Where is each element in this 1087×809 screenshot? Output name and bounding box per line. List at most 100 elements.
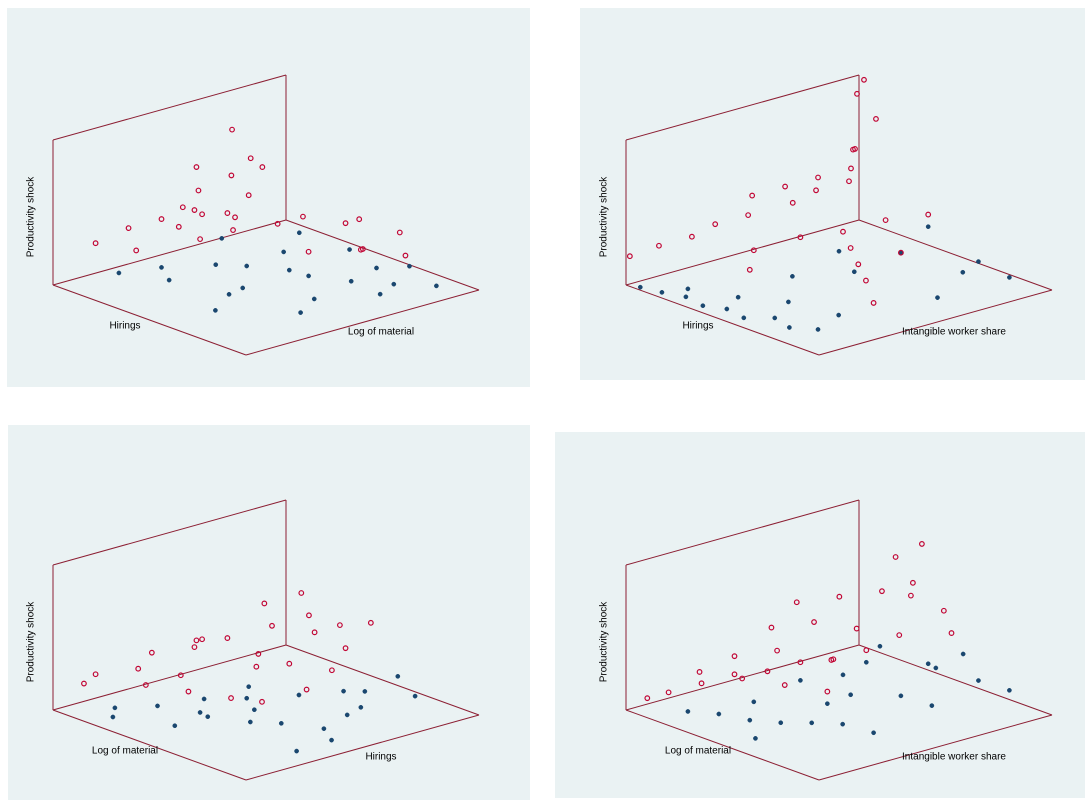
data-point — [786, 299, 791, 305]
data-point — [110, 714, 116, 720]
data-point — [228, 695, 234, 701]
data-point — [252, 707, 257, 713]
data-point — [764, 668, 771, 675]
data-point — [296, 692, 302, 698]
z-axis-label: Productivity shock — [599, 176, 610, 258]
frame-edge — [818, 289, 1053, 356]
data-point — [851, 269, 857, 275]
panel-background — [580, 8, 1085, 380]
data-point — [848, 165, 854, 172]
data-point — [846, 178, 852, 185]
data-point — [246, 684, 252, 690]
data-point — [753, 736, 758, 741]
data-point — [219, 236, 225, 241]
data-point — [908, 592, 914, 599]
data-point — [685, 286, 691, 292]
data-point — [166, 277, 172, 283]
data-point — [305, 248, 312, 255]
frame-edge — [245, 714, 480, 781]
data-point — [790, 273, 795, 279]
data-point — [224, 210, 231, 216]
data-point — [253, 663, 260, 670]
z-axis-label: Productivity shock — [599, 601, 610, 683]
data-point — [749, 192, 756, 199]
frame-edge — [625, 499, 860, 566]
data-point — [892, 554, 899, 560]
data-point — [768, 624, 775, 631]
frame-edge — [52, 709, 247, 781]
data-point — [191, 644, 198, 651]
data-point — [407, 263, 412, 269]
data-point — [772, 315, 778, 321]
data-point — [298, 310, 303, 315]
data-point — [172, 723, 178, 729]
frame-edge — [625, 219, 860, 286]
data-point — [793, 599, 800, 606]
panel-background — [7, 8, 530, 387]
frame-edge — [625, 284, 820, 356]
data-point — [244, 695, 250, 701]
data-point — [797, 234, 804, 241]
data-point — [116, 270, 122, 276]
data-point — [840, 721, 846, 727]
data-point — [925, 661, 931, 667]
point-series — [116, 230, 439, 315]
data-point — [356, 216, 363, 223]
frame-edge — [858, 219, 1053, 291]
data-point — [637, 284, 643, 290]
data-point — [840, 228, 846, 235]
frame-edge — [625, 709, 820, 781]
data-point — [712, 221, 719, 228]
data-point — [836, 312, 842, 318]
data-point — [281, 249, 286, 255]
data-point — [230, 227, 236, 233]
data-point — [175, 223, 182, 230]
data-point — [948, 630, 955, 636]
data-point — [863, 659, 869, 665]
frame-edge — [52, 644, 287, 711]
data-point — [142, 682, 149, 688]
data-point — [224, 635, 231, 641]
data-point — [824, 688, 831, 695]
data-point — [193, 164, 200, 170]
data-point — [347, 247, 352, 252]
data-point — [197, 710, 203, 715]
frame-edge — [245, 289, 480, 356]
data-point — [185, 688, 192, 695]
data-point — [434, 283, 439, 289]
data-point — [877, 643, 883, 649]
data-point — [847, 245, 854, 251]
point-series — [644, 541, 955, 702]
point-series — [92, 126, 409, 259]
data-point — [918, 541, 925, 547]
panel-background — [555, 432, 1085, 798]
panel: Hirings Log of material Productivity shock — [7, 8, 530, 387]
frame-edge — [285, 219, 480, 291]
data-point — [925, 211, 932, 218]
data-point — [191, 207, 198, 213]
data-point — [683, 294, 689, 300]
data-point — [976, 259, 981, 264]
data-point — [873, 115, 879, 122]
data-point — [685, 709, 691, 714]
data-point — [863, 277, 869, 284]
data-point — [367, 619, 374, 626]
data-point — [898, 249, 904, 256]
data-point — [976, 678, 981, 683]
data-point — [840, 672, 846, 678]
frame-edge — [858, 644, 1053, 716]
data-point — [311, 296, 317, 302]
data-point — [665, 689, 672, 696]
data-point — [213, 262, 219, 268]
data-point — [1007, 687, 1012, 693]
data-point — [863, 647, 870, 654]
data-point — [244, 263, 250, 269]
data-point — [135, 665, 142, 672]
data-point — [306, 612, 312, 619]
data-point — [300, 213, 306, 220]
frame-edge — [52, 219, 287, 286]
x-axis-label: Hirings — [109, 321, 140, 332]
y-axis-label: Log of material — [348, 327, 414, 338]
frame-edge — [818, 714, 1053, 781]
